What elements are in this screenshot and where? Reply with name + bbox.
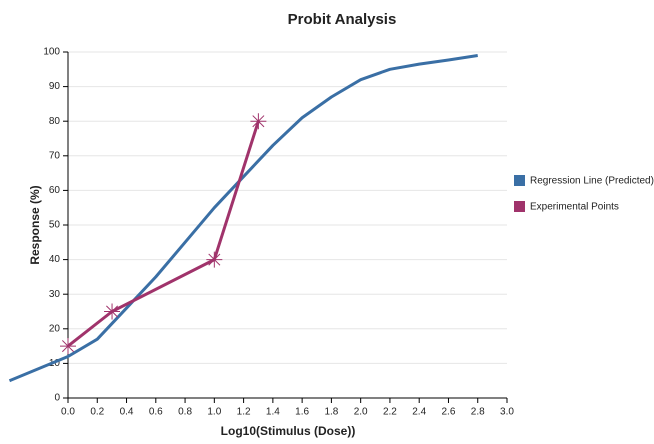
y-tick-label: 0 xyxy=(54,393,60,404)
x-tick-label: 2.4 xyxy=(412,407,426,418)
y-tick-label: 90 xyxy=(49,81,61,92)
legend-swatch xyxy=(514,175,525,186)
series-line xyxy=(67,120,260,348)
x-tick-label: 0.4 xyxy=(120,407,134,418)
y-tick-label: 100 xyxy=(43,47,60,58)
y-tick-label: 30 xyxy=(49,289,61,300)
x-tick-label: 0.8 xyxy=(178,407,192,418)
x-tick-label: 2.0 xyxy=(354,407,368,418)
x-tick-label: 1.6 xyxy=(295,407,309,418)
x-tick-label: 2.2 xyxy=(383,407,397,418)
x-tick-label: 1.0 xyxy=(207,407,221,418)
legend-label: Regression Line (Predicted) xyxy=(530,176,654,187)
x-tick-label: 2.6 xyxy=(442,407,456,418)
y-tick-label: 80 xyxy=(49,116,61,127)
y-tick-label: 50 xyxy=(49,220,61,231)
y-tick-label: 20 xyxy=(49,323,61,334)
y-axis-title: Response (%) xyxy=(28,185,42,264)
x-tick-label: 0.6 xyxy=(149,407,163,418)
legend-label: Experimental Points xyxy=(530,202,619,213)
y-tick-label: 40 xyxy=(49,254,61,265)
series-line xyxy=(8,53,478,383)
y-tick-label: 60 xyxy=(49,185,61,196)
x-tick-label: 1.2 xyxy=(237,407,251,418)
point-marker xyxy=(104,303,121,320)
chart-title: Probit Analysis xyxy=(288,11,397,28)
x-tick-label: 2.8 xyxy=(471,407,485,418)
x-tick-label: 1.4 xyxy=(266,407,280,418)
y-tick-label: 70 xyxy=(49,150,61,161)
legend-swatch xyxy=(514,201,525,212)
x-tick-label: 3.0 xyxy=(500,407,514,418)
x-tick-label: 1.8 xyxy=(324,407,338,418)
x-tick-label: 0.2 xyxy=(90,407,104,418)
point-marker xyxy=(60,338,76,355)
point-marker xyxy=(250,113,267,130)
point-marker xyxy=(206,251,223,268)
x-tick-label: 0.0 xyxy=(61,407,75,418)
x-axis-title: Log10(Stimulus (Dose)) xyxy=(221,424,356,438)
